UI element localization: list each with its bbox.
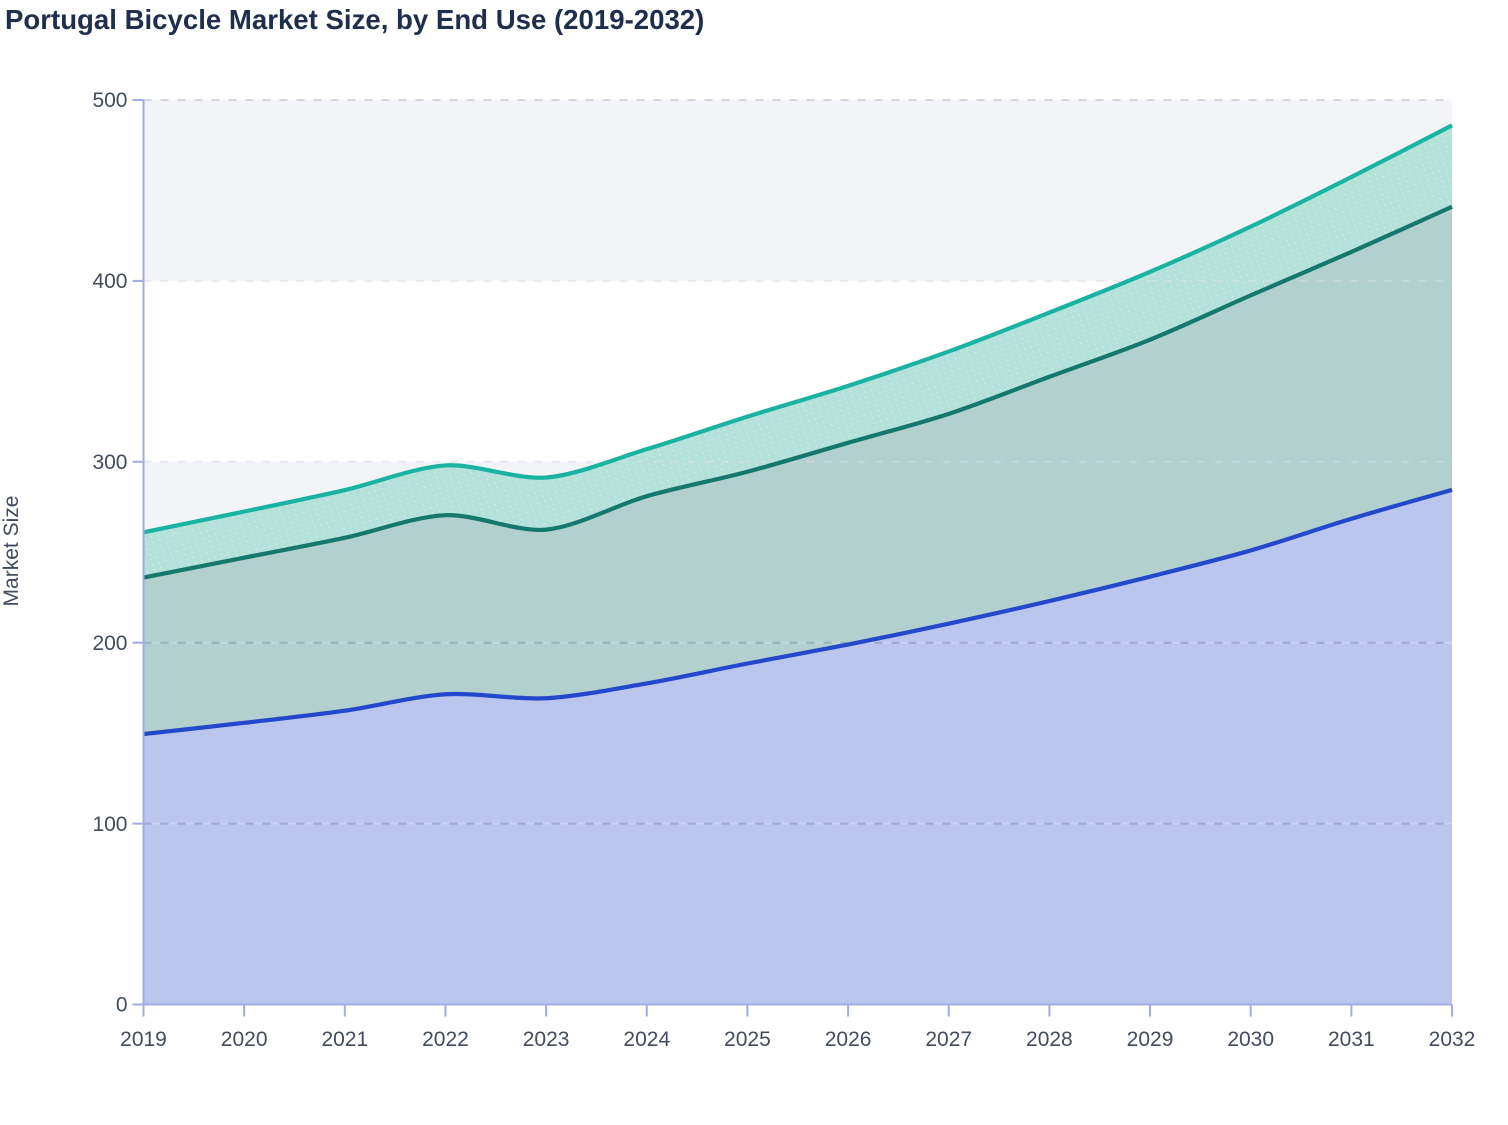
svg-text:2025: 2025 bbox=[724, 1028, 771, 1051]
svg-text:2023: 2023 bbox=[523, 1028, 570, 1051]
svg-text:2024: 2024 bbox=[623, 1028, 670, 1051]
svg-text:2029: 2029 bbox=[1127, 1028, 1174, 1051]
svg-text:Market Size: Market Size bbox=[0, 496, 23, 607]
svg-text:2032: 2032 bbox=[1429, 1028, 1476, 1051]
svg-text:0: 0 bbox=[116, 994, 128, 1017]
svg-text:Portugal Bicycle Market Size,: Portugal Bicycle Market Size, by End Use… bbox=[5, 4, 704, 35]
svg-text:2026: 2026 bbox=[825, 1028, 872, 1051]
svg-text:100: 100 bbox=[92, 813, 127, 836]
svg-text:2022: 2022 bbox=[422, 1028, 469, 1051]
svg-text:2019: 2019 bbox=[120, 1028, 167, 1051]
svg-text:2020: 2020 bbox=[221, 1028, 268, 1051]
svg-text:2027: 2027 bbox=[925, 1028, 972, 1051]
svg-text:2021: 2021 bbox=[321, 1028, 368, 1051]
svg-text:200: 200 bbox=[92, 632, 127, 655]
svg-text:2031: 2031 bbox=[1328, 1028, 1375, 1051]
svg-text:300: 300 bbox=[92, 451, 127, 474]
svg-text:2028: 2028 bbox=[1026, 1028, 1073, 1051]
svg-text:500: 500 bbox=[92, 89, 127, 112]
svg-text:400: 400 bbox=[92, 270, 127, 293]
svg-text:2030: 2030 bbox=[1227, 1028, 1274, 1051]
